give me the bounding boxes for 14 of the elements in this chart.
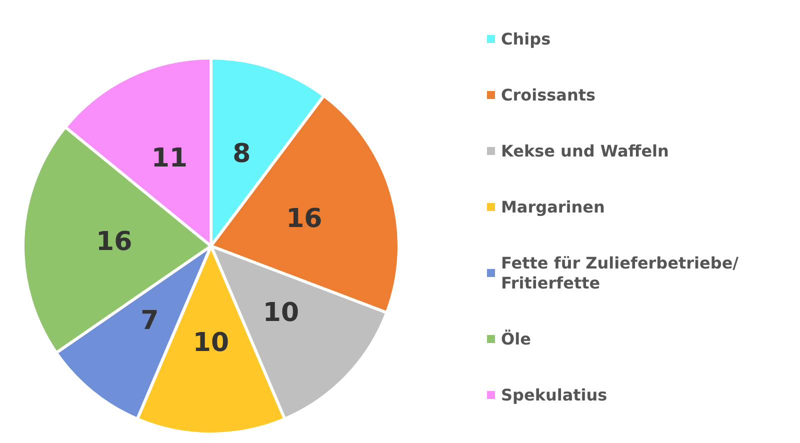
legend-label: Margarinen	[501, 198, 605, 216]
data-label: 16	[96, 227, 132, 258]
legend-label: Fette für Zulieferbetriebe/ Fritierfette	[501, 254, 744, 292]
data-label: 10	[192, 328, 230, 358]
legend-label: Kekse und Waffeln	[501, 142, 669, 160]
data-label: 16	[286, 204, 322, 234]
data-label: 11	[151, 143, 188, 174]
legend-label: Spekulatius	[501, 386, 608, 404]
legend-label: Croissants	[501, 86, 596, 104]
legend-label: Öle	[501, 330, 532, 348]
data-label: 10	[262, 298, 300, 328]
data-label: 7	[140, 306, 159, 336]
data-label: 8	[232, 138, 251, 169]
legend-label: Chips	[501, 30, 551, 48]
